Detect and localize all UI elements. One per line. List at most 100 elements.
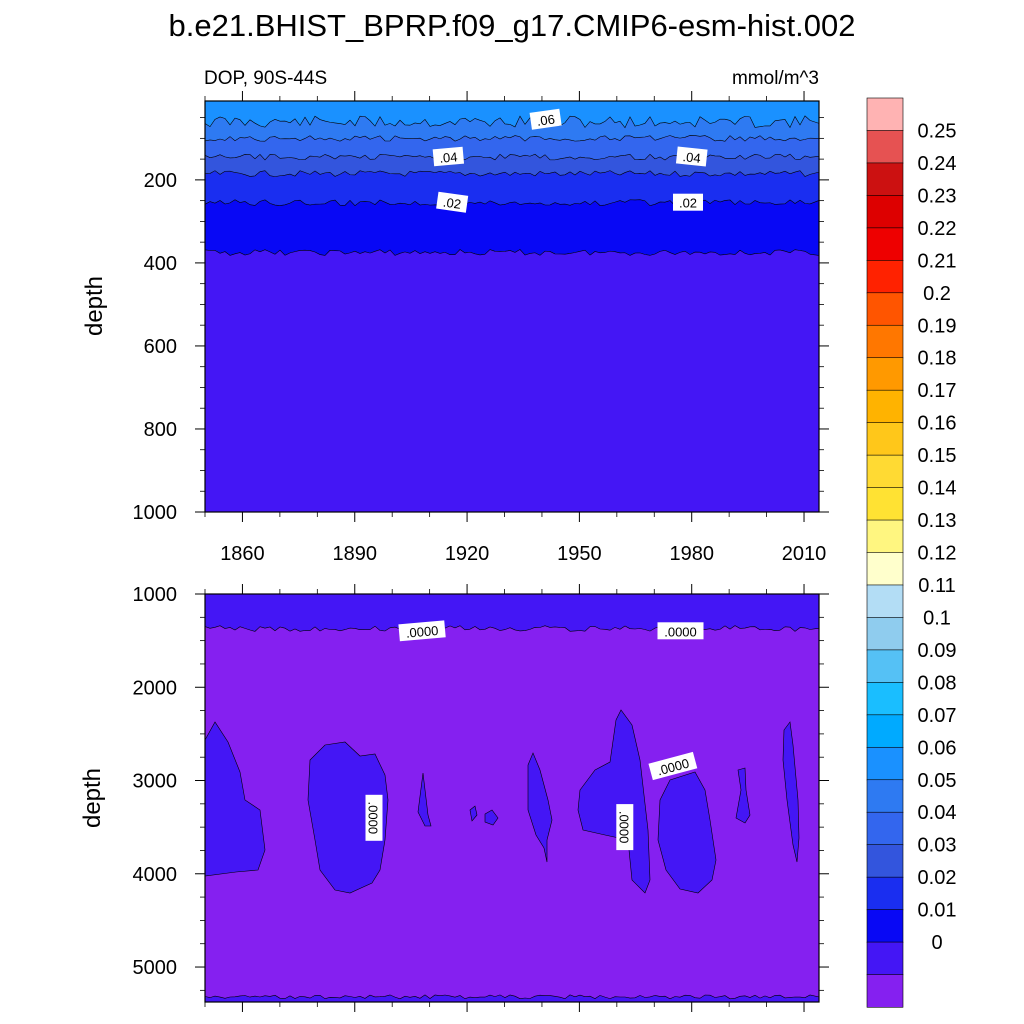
colorbar-swatch: [866, 227, 904, 261]
figure-title: b.e21.BHIST_BPRP.f09_g17.CMIP6-esm-hist.…: [169, 8, 856, 43]
colorbar-swatch: [866, 779, 904, 813]
y-tick-label: 3000: [133, 771, 178, 793]
upper-contour-line: [204, 249, 820, 256]
y-tick-label: 1000: [133, 584, 178, 606]
colorbar-label: 0.12: [918, 543, 957, 565]
lower-contour-region: [527, 752, 553, 863]
contour-label: .02: [436, 191, 469, 213]
colorbar-label: 0.23: [918, 185, 957, 207]
colorbar-label: 0.24: [918, 153, 957, 175]
contour-label-text: .02: [679, 196, 697, 211]
y-tick-label: 4000: [133, 864, 178, 886]
colorbar-swatch: [866, 552, 904, 586]
colorbar-swatch: [866, 130, 904, 164]
upper-contour-line: [204, 199, 820, 207]
x-tick-label: 1890: [333, 543, 378, 565]
colorbar-swatch: [866, 584, 904, 619]
upper-band-fill: [205, 101, 819, 128]
lower-contour-labels: .0000.0000.0000.0000.0000: [365, 620, 704, 851]
contour-label-text: .04: [682, 149, 702, 166]
contour-label-text: .0000: [616, 811, 631, 844]
colorbar-label: 0.03: [918, 835, 957, 857]
x-tick-label: 2010: [782, 543, 827, 565]
lower-contour-region: [204, 721, 266, 877]
lower-bottom-band: [204, 994, 820, 1003]
lower-contour-region: [307, 741, 389, 894]
colorbar-label: 0.18: [918, 348, 957, 370]
upper-contour-fills: [205, 101, 819, 512]
upper-contour-line: [204, 135, 820, 142]
colorbar-label: 0.21: [918, 250, 957, 272]
colorbar-swatch: [866, 876, 904, 911]
colorbar-swatch: [866, 519, 904, 554]
lower-background-fill: [205, 594, 819, 1002]
colorbar-swatch: [866, 811, 904, 846]
contour-label: .02: [673, 193, 703, 211]
contour-label-text: .04: [439, 149, 458, 166]
colorbar-swatch: [866, 324, 904, 359]
colorbar-label: 0.14: [918, 478, 957, 500]
colorbar-label: 0.07: [918, 705, 957, 727]
colorbar-swatch: [866, 714, 904, 748]
upper-contour-lines: [204, 115, 820, 256]
contour-label-text: .0000: [664, 624, 697, 639]
colorbar-label: 0.11: [918, 575, 955, 597]
x-tick-label: 1980: [669, 543, 714, 565]
units-label: mmol/m^3: [732, 68, 819, 89]
colorbar-label: 0.16: [918, 413, 957, 435]
upper-panel: DOP, 90S-44S mmol/m^3 .06 .04 .04 .02 .02 18…: [81, 68, 829, 565]
colorbar-label: 0.22: [918, 218, 957, 240]
y-tick-label: 800: [144, 419, 177, 441]
x-tick-label: 1920: [445, 543, 490, 565]
contour-label: .06: [529, 108, 562, 130]
contour-label: .04: [432, 146, 465, 167]
colorbar-swatch: [866, 260, 904, 294]
colorbar: 0.25 0.24 0.23 0.22 0.21 0.2 0.19 0.18 0.17 0.16 0…: [866, 97, 957, 1008]
contour-label: .0000: [616, 804, 634, 851]
lower-plot-frame: [204, 593, 820, 1003]
colorbar-swatch: [866, 454, 904, 489]
lower-contour-region: [657, 771, 717, 894]
contour-label-text: .0000: [405, 623, 439, 641]
contour-label: .04: [675, 146, 708, 167]
colorbar-label: 0.05: [918, 770, 957, 792]
contour-label-text: .02: [442, 195, 462, 212]
upper-band-fill: [205, 170, 819, 206]
colorbar-swatch: [866, 941, 904, 976]
y-tick-label: 1000: [133, 502, 178, 524]
lower-contour-fills: [204, 593, 820, 1003]
contour-label-text: .06: [536, 112, 556, 129]
colorbar-swatch: [866, 974, 904, 1008]
y-tick-label: 2000: [133, 677, 178, 699]
lower-axes: 1000 2000 3000 4000 5000: [133, 584, 829, 1012]
contour-label: .0000: [657, 622, 704, 640]
colorbar-label: 0.17: [918, 380, 957, 402]
colorbar-label: 0.1: [923, 607, 951, 629]
upper-contour-line: [204, 115, 820, 129]
colorbar-label: 0.08: [918, 672, 957, 694]
colorbar-label: 0.02: [918, 867, 957, 889]
upper-plot-frame: [204, 100, 820, 513]
colorbar-swatch: [866, 617, 904, 651]
y-tick-label: 600: [144, 336, 177, 358]
colorbar-swatch: [866, 389, 904, 424]
contour-label: .0000: [365, 794, 383, 841]
colorbar-label: 0.04: [918, 802, 957, 824]
colorbar-label: 0.19: [918, 315, 957, 337]
colorbar-swatch: [866, 162, 904, 196]
colorbar-label: 0.25: [918, 121, 957, 143]
y-tick-label: 400: [144, 253, 177, 275]
contour-label-text: .0000: [366, 802, 381, 835]
y-tick-label: 5000: [133, 957, 178, 979]
x-tick-label: 1950: [557, 543, 602, 565]
upper-contour-labels: .06 .04 .04 .02 .02: [432, 108, 708, 213]
colorbar-label: 0: [931, 932, 942, 954]
colorbar-swatch: [866, 682, 904, 716]
lower-contour-region: [484, 809, 499, 826]
x-tick-label: 1860: [220, 543, 265, 565]
colorbar-label: 0.09: [918, 640, 957, 662]
colorbar-label: 0.2: [923, 283, 951, 305]
upper-axes: 1860 1890 1920 1950 1980 2010 200 400 600 800 1000: [133, 91, 829, 565]
upper-band-fill: [205, 249, 819, 512]
